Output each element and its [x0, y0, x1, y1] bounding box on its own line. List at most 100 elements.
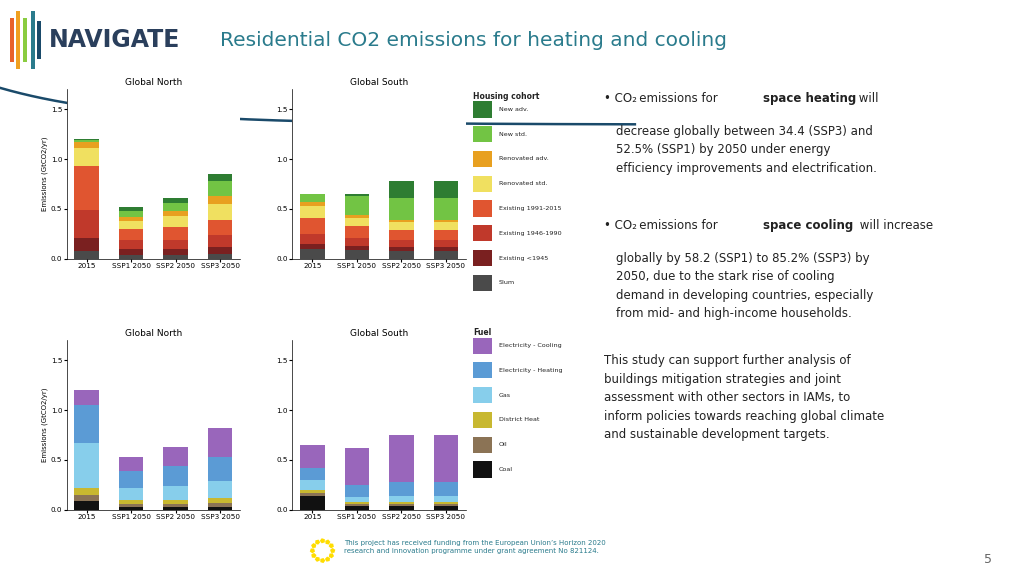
Bar: [433, 198, 458, 220]
Bar: [23, 18, 27, 63]
Bar: [75, 139, 99, 140]
Bar: [433, 496, 458, 502]
Text: Fuel: Fuel: [473, 328, 492, 338]
Bar: [208, 498, 232, 503]
Text: Coal: Coal: [499, 467, 513, 472]
Bar: [345, 506, 369, 510]
Bar: [16, 11, 20, 69]
Bar: [208, 235, 232, 247]
Bar: [208, 507, 232, 510]
Bar: [389, 504, 414, 506]
Bar: [433, 482, 458, 496]
Text: decrease globally between 34.4 (SSP3) and
52.5% (SSP1) by 2050 under energy
effi: decrease globally between 34.4 (SSP3) an…: [616, 125, 878, 175]
Bar: [300, 194, 325, 202]
Bar: [119, 457, 143, 471]
Bar: [208, 428, 232, 457]
Title: Global South: Global South: [350, 329, 409, 338]
Bar: [75, 142, 99, 148]
Text: Oil: Oil: [499, 442, 508, 447]
Bar: [389, 482, 414, 496]
Bar: [300, 244, 325, 249]
Bar: [300, 468, 325, 480]
Bar: [208, 247, 232, 254]
Bar: [433, 222, 458, 230]
Bar: [119, 211, 143, 217]
Bar: [208, 254, 232, 259]
Bar: [345, 448, 369, 485]
Bar: [37, 21, 41, 59]
Bar: [433, 220, 458, 222]
Bar: [389, 181, 414, 198]
Bar: [119, 229, 143, 240]
Bar: [164, 447, 187, 466]
Bar: [119, 249, 143, 255]
Bar: [345, 194, 369, 196]
Text: Existing 1946-1990: Existing 1946-1990: [499, 231, 561, 236]
Bar: [208, 174, 232, 181]
Bar: [300, 445, 325, 468]
Bar: [119, 207, 143, 211]
Bar: [433, 502, 458, 504]
Bar: [433, 181, 458, 198]
Bar: [300, 218, 325, 234]
Text: New adv.: New adv.: [499, 107, 528, 112]
Bar: [119, 488, 143, 500]
Bar: [75, 140, 99, 142]
Bar: [119, 217, 143, 221]
Bar: [345, 196, 369, 215]
Bar: [389, 496, 414, 502]
Bar: [119, 240, 143, 249]
Bar: [433, 506, 458, 510]
Bar: [300, 490, 325, 493]
Bar: [208, 196, 232, 204]
Bar: [208, 503, 232, 507]
Bar: [389, 240, 414, 247]
Bar: [164, 466, 187, 486]
Bar: [345, 497, 369, 502]
Bar: [389, 198, 414, 220]
Text: Existing <1945: Existing <1945: [499, 256, 548, 260]
Bar: [164, 240, 187, 249]
Text: Existing 1991-2015: Existing 1991-2015: [499, 206, 561, 211]
Text: Renovated adv.: Renovated adv.: [499, 157, 549, 161]
Bar: [345, 215, 369, 218]
Text: District Heat: District Heat: [499, 418, 539, 422]
Bar: [164, 255, 187, 259]
Text: 5: 5: [984, 554, 992, 566]
Bar: [75, 405, 99, 443]
Bar: [345, 504, 369, 506]
Text: Renovated std.: Renovated std.: [499, 181, 547, 186]
Bar: [75, 495, 99, 501]
Bar: [389, 247, 414, 251]
Text: globally by 58.2 (SSP1) to 85.2% (SSP3) by
2050, due to the stark rise of coolin: globally by 58.2 (SSP1) to 85.2% (SSP3) …: [616, 252, 873, 320]
Bar: [31, 11, 35, 69]
Bar: [75, 238, 99, 251]
Bar: [164, 211, 187, 216]
Y-axis label: Emissions (GtCO2/yr): Emissions (GtCO2/yr): [42, 137, 48, 211]
Bar: [345, 485, 369, 497]
Bar: [433, 435, 458, 482]
Bar: [75, 166, 99, 210]
Bar: [345, 250, 369, 259]
Text: will: will: [855, 92, 879, 105]
Bar: [164, 500, 187, 504]
Text: Gas: Gas: [499, 393, 511, 397]
Bar: [208, 204, 232, 220]
Text: Electricity - Cooling: Electricity - Cooling: [499, 343, 561, 348]
Text: This project has received funding from the European Union’s Horizon 2020
researc: This project has received funding from t…: [344, 540, 606, 554]
Text: New std.: New std.: [499, 132, 526, 137]
Bar: [300, 496, 325, 510]
Bar: [345, 238, 369, 246]
Text: Housing cohort: Housing cohort: [473, 92, 540, 101]
Bar: [345, 502, 369, 504]
Bar: [75, 210, 99, 238]
Bar: [208, 481, 232, 498]
Text: Electricity - Heating: Electricity - Heating: [499, 368, 562, 373]
Bar: [345, 226, 369, 238]
Text: • CO₂ emissions for: • CO₂ emissions for: [604, 219, 722, 232]
Y-axis label: Emissions (GtCO2/yr): Emissions (GtCO2/yr): [42, 388, 48, 462]
Bar: [389, 222, 414, 230]
Bar: [119, 255, 143, 259]
Bar: [300, 206, 325, 218]
Bar: [164, 486, 187, 500]
